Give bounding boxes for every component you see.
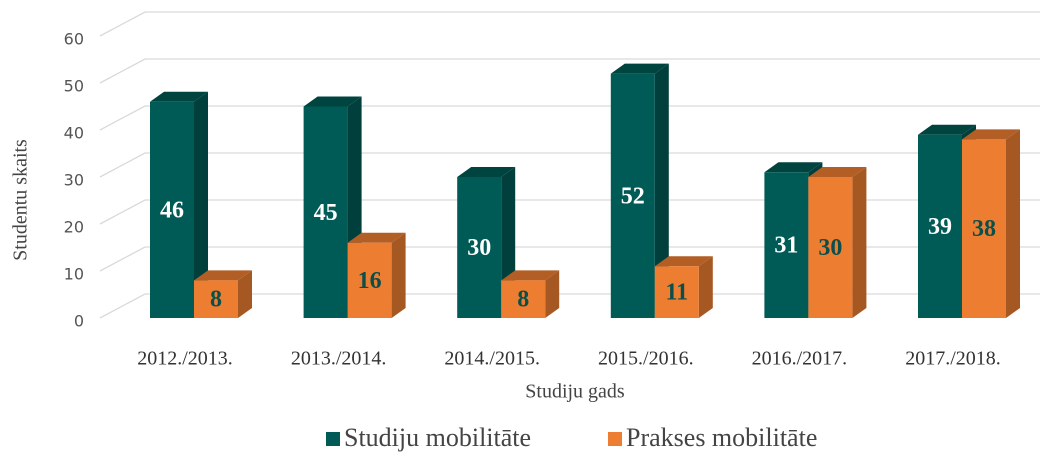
bar-side — [1006, 129, 1020, 318]
x-tick-label: 2012./2013. — [137, 348, 233, 370]
data-label: 8 — [517, 287, 529, 313]
bar-front — [962, 139, 1006, 318]
bar-front — [194, 280, 238, 318]
bar-front — [457, 177, 502, 318]
bar-top — [654, 256, 713, 267]
bar-side — [852, 167, 867, 318]
bar — [808, 167, 867, 318]
y-tick-label: 20 — [64, 218, 84, 237]
bar — [347, 232, 406, 318]
bar-top — [610, 63, 669, 74]
grid-line — [99, 199, 1040, 225]
bar-front — [501, 280, 546, 318]
bar-top — [962, 129, 1020, 140]
grid-line — [99, 246, 1040, 272]
bar-front — [764, 172, 809, 318]
grid-line — [99, 105, 1040, 131]
legend-swatch — [608, 432, 622, 446]
bar — [501, 270, 560, 318]
bar-front — [654, 266, 699, 318]
data-label: 38 — [972, 216, 996, 242]
x-tick-label: 2014./2015. — [444, 348, 540, 370]
bar-side — [238, 270, 252, 318]
y-tick-label: 40 — [64, 124, 84, 143]
bar — [457, 167, 516, 318]
bar-side — [391, 232, 406, 318]
bar-front — [150, 101, 194, 318]
x-tick-label: 2015./2016. — [598, 348, 694, 370]
bar-top — [457, 167, 516, 177]
grid-line — [99, 11, 1040, 37]
y-tick-label: 10 — [64, 265, 84, 284]
data-label: 45 — [314, 200, 338, 226]
bar — [654, 256, 713, 318]
grid-line — [99, 293, 1040, 319]
bar — [962, 129, 1020, 318]
bar-top — [918, 124, 976, 135]
legend-label: Prakses mobilitāte — [626, 423, 817, 452]
data-label: 52 — [621, 183, 645, 209]
bar — [194, 270, 252, 318]
y-tick-label: 0 — [74, 312, 84, 331]
bar — [610, 63, 669, 318]
bar — [150, 91, 208, 318]
bar-front — [347, 242, 392, 318]
bar-top — [194, 270, 252, 281]
bar-front — [303, 106, 348, 318]
bar-side — [698, 256, 713, 318]
bar-side — [194, 91, 208, 318]
y-axis-title: Studentu skaits — [10, 139, 32, 261]
data-label: 30 — [467, 235, 491, 261]
x-tick-label: 2017./2018. — [905, 348, 1001, 370]
data-label: 46 — [160, 197, 184, 223]
data-label: 8 — [210, 287, 222, 313]
bar-side — [545, 270, 560, 318]
legend-label: Studiju mobilitāte — [344, 423, 531, 452]
data-label: 31 — [774, 233, 798, 259]
bar-top — [808, 167, 867, 177]
bar-top — [764, 162, 823, 173]
bar-top — [150, 91, 208, 102]
bar-front — [918, 134, 962, 318]
bar-front — [808, 177, 853, 318]
legend-swatch — [326, 432, 340, 446]
bar-top — [501, 270, 560, 281]
x-tick-label: 2016./2017. — [752, 348, 848, 370]
grid-line — [99, 152, 1040, 178]
y-tick-label: 50 — [64, 77, 84, 96]
grid-line — [99, 58, 1040, 84]
bar-top — [347, 232, 406, 243]
x-tick-label: 2013./2014. — [291, 348, 387, 370]
data-label: 30 — [818, 235, 842, 261]
data-label: 16 — [358, 268, 382, 294]
data-label: 11 — [665, 280, 688, 306]
data-label: 39 — [928, 214, 952, 240]
y-tick-label: 60 — [64, 30, 84, 49]
bar-top — [303, 96, 362, 107]
bar-side — [654, 63, 669, 318]
bar-front — [610, 73, 655, 318]
y-tick-label: 30 — [64, 171, 84, 190]
x-axis-title: Studiju gads — [525, 381, 625, 403]
